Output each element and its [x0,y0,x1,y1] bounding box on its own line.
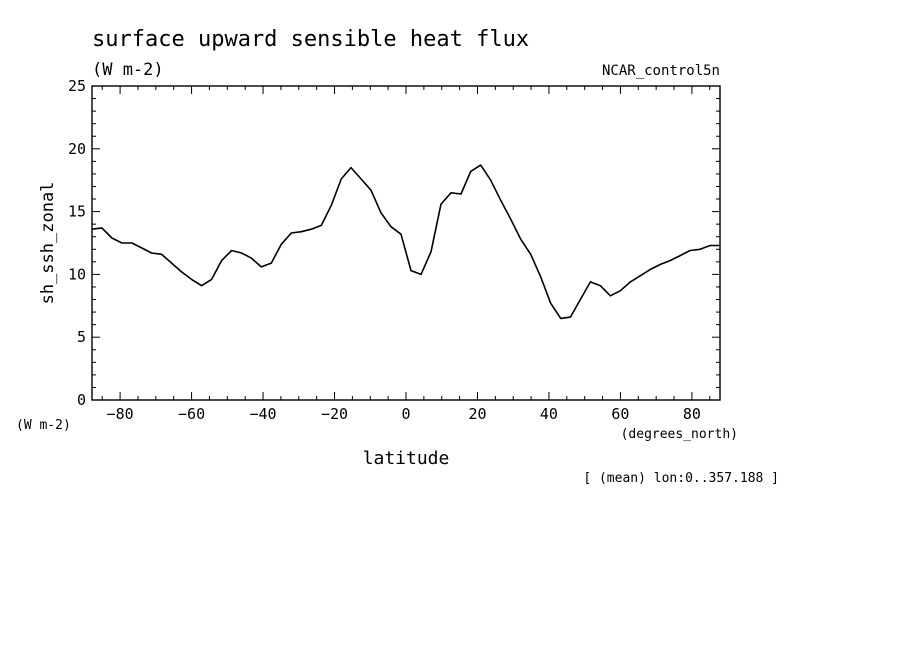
series-line [91,164,720,320]
x-tick-label: 60 [611,405,629,423]
x-tick-label: −80 [107,405,134,423]
y-tick-label: 5 [77,328,86,346]
y-tick-label: 15 [68,203,86,221]
y-tick-label: 10 [68,265,86,283]
axis-ticks [92,85,720,401]
x-units-label: (degrees_north) [621,427,738,442]
y-units-label: (W m-2) [16,418,71,433]
y-tick-label: 0 [77,391,86,409]
x-tick-label: 20 [468,405,486,423]
plot-frame [91,85,721,401]
y-axis-label: sh_ssh_zonal [38,182,58,305]
dataset-label: NCAR_control5n [602,63,720,79]
x-tick-label: 0 [401,405,410,423]
x-tick-label: −60 [178,405,205,423]
axis-tick-labels: −80 −60 −40 −20 0 20 40 60 80 0 5 10 15 20 25 [68,77,701,423]
x-tick-label: −20 [321,405,348,423]
chart-title: surface upward sensible heat flux [92,27,529,52]
y-tick-label: 20 [68,140,86,158]
y-tick-label: 25 [68,77,86,95]
chart-units: (W m-2) [92,60,164,80]
x-tick-label: 40 [540,405,558,423]
x-axis-label: latitude [363,448,450,469]
x-tick-label: −40 [250,405,277,423]
footnote: [ (mean) lon:0..357.188 ] [583,471,779,486]
x-tick-label: 80 [683,405,701,423]
